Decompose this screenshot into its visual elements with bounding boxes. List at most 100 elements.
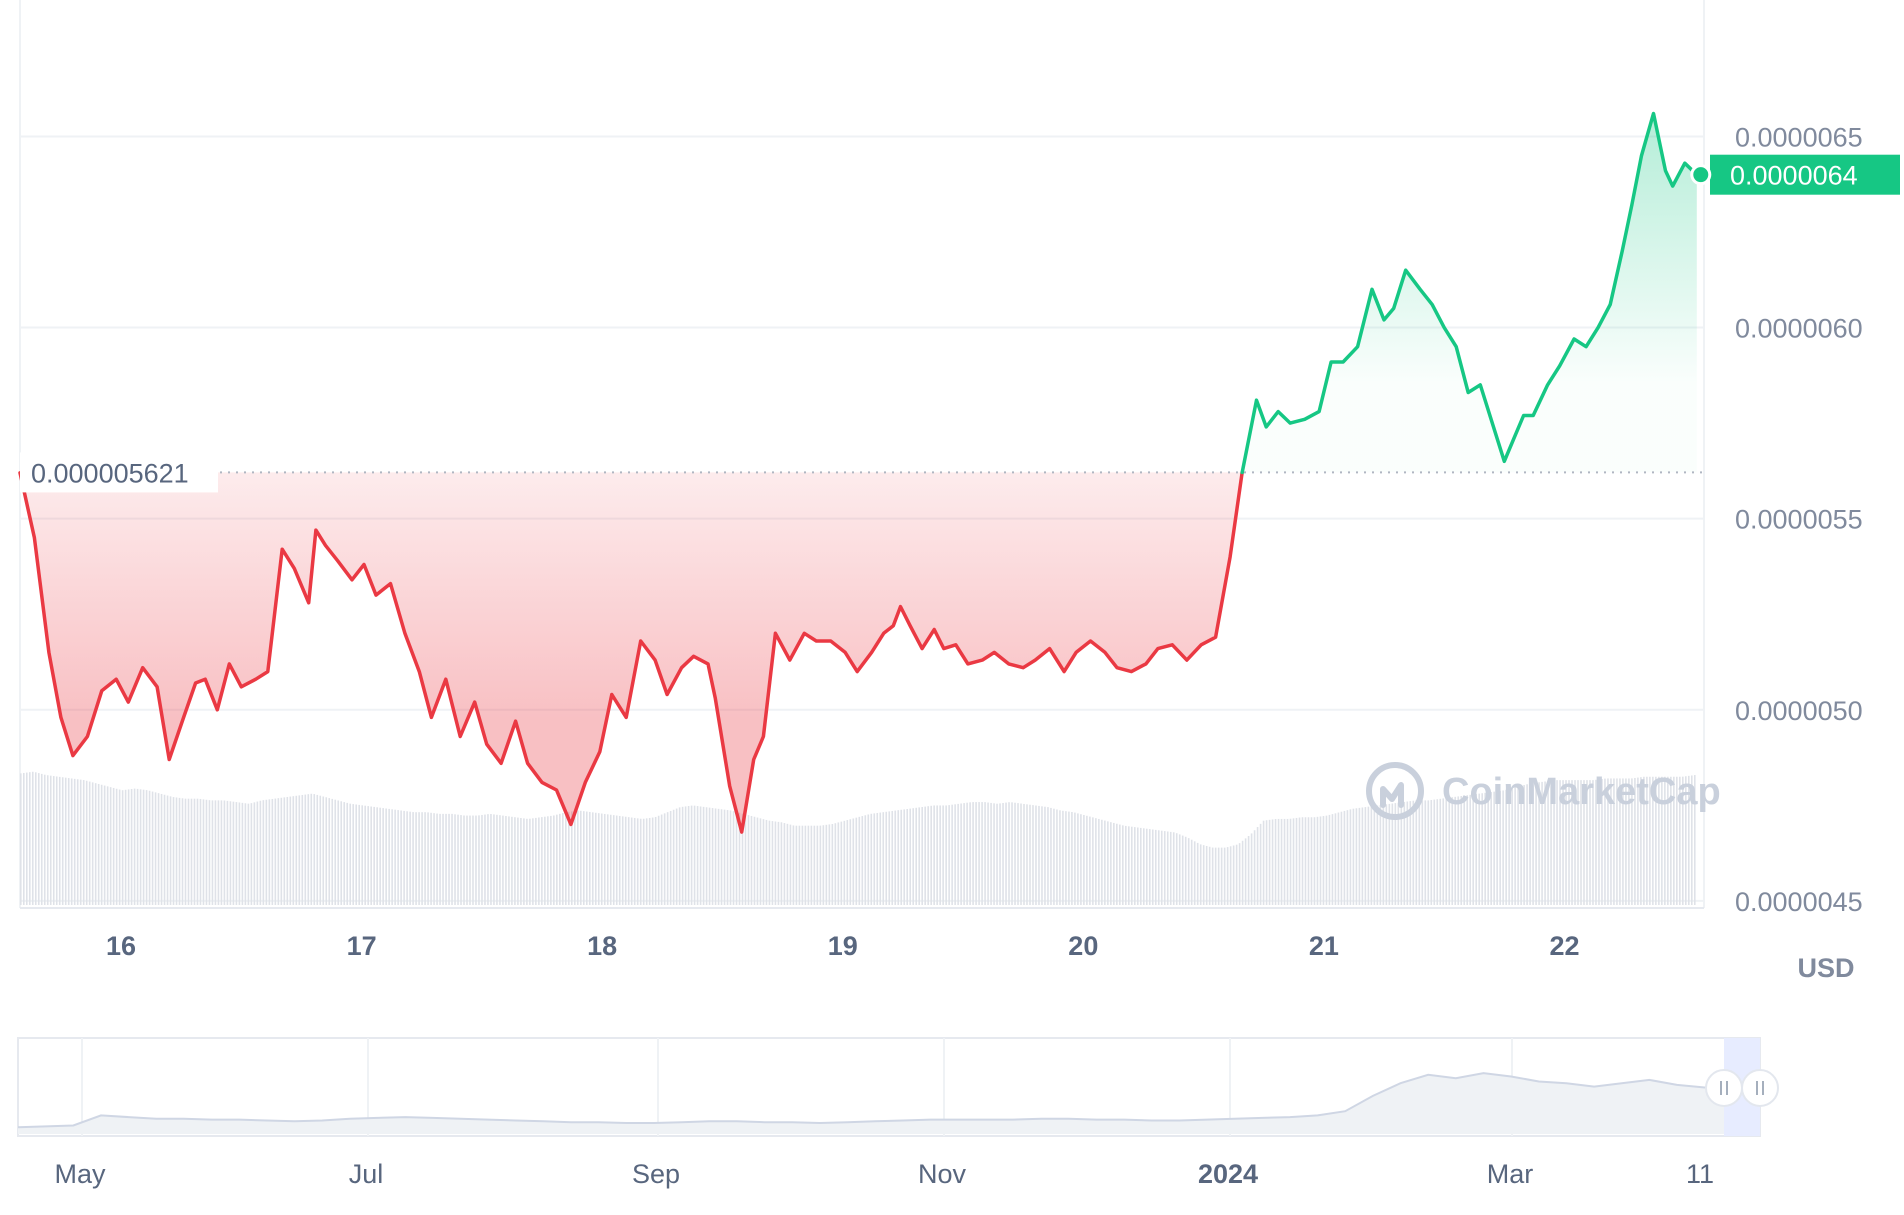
currency-label: USD [1797, 953, 1854, 983]
volume-bar [1229, 846, 1232, 905]
volume-bar [1409, 801, 1412, 905]
volume-bar [1244, 838, 1247, 905]
volume-bar [1625, 778, 1627, 905]
volume-bar [765, 819, 768, 905]
volume-bar [1676, 776, 1678, 905]
volume-bar [406, 811, 408, 905]
volume-bar [894, 810, 897, 905]
volume-bar [726, 810, 729, 905]
volume-bar [957, 803, 959, 905]
volume-bar [621, 816, 624, 905]
volume-bar [301, 794, 304, 905]
reference-price-label: 0.000005621 [20, 452, 218, 493]
volume-bar [1505, 789, 1507, 905]
volume-bar [1238, 843, 1241, 905]
volume-bar [211, 800, 214, 905]
volume-bar [1472, 794, 1474, 905]
volume-bar [1682, 776, 1684, 905]
volume-bar [1358, 807, 1361, 905]
volume-bar [1661, 776, 1663, 905]
volume-bar [819, 825, 822, 905]
volume-bar [538, 817, 540, 905]
volume-bar [295, 795, 298, 905]
navigator-left-handle[interactable] [1705, 1069, 1743, 1107]
volume-bar [1424, 800, 1427, 905]
volume-bar [756, 817, 759, 905]
volume-bar [747, 815, 750, 905]
volume-bar [801, 825, 804, 905]
volume-bar [1637, 777, 1639, 905]
navigator-handle-icon[interactable] [1741, 1069, 1779, 1107]
volume-bar [1541, 781, 1543, 905]
volume-bar [582, 811, 585, 905]
volume-bar [1691, 775, 1693, 905]
volume-bar [1688, 775, 1690, 905]
navigator-right-handle[interactable] [1741, 1069, 1779, 1107]
volume-bar [588, 811, 591, 905]
navigator-handle-icon[interactable] [1705, 1069, 1743, 1107]
volume-bar [1041, 806, 1043, 905]
volume-bar [822, 825, 825, 905]
volume-bar [798, 825, 801, 905]
volume-bar [289, 796, 292, 905]
volume-bar [235, 802, 238, 905]
volume-bar [1211, 847, 1214, 905]
volume-bar [220, 800, 223, 905]
volume-bar [262, 800, 265, 905]
volume-bar [532, 818, 534, 905]
volume-bar [1190, 839, 1193, 905]
volume-bar [1460, 796, 1463, 905]
volume-bar [1631, 778, 1633, 905]
volume-bar [786, 823, 789, 905]
volume-bar [738, 812, 741, 905]
volume-bar [1484, 792, 1486, 905]
volume-bar [861, 816, 864, 905]
volume-bar [313, 794, 316, 905]
volume-bar [187, 798, 190, 905]
volume-bar [427, 812, 429, 905]
volume-bar [286, 796, 289, 905]
volume-bar [1577, 780, 1579, 905]
volume-bar [837, 822, 840, 905]
volume-bar [1508, 789, 1510, 905]
volume-bar [1166, 831, 1169, 905]
volume-bar [600, 813, 603, 905]
volume-bar [1517, 786, 1519, 905]
volume-bar [996, 803, 998, 905]
volume-bar [810, 825, 813, 905]
volume-bar [1020, 803, 1022, 905]
navigator[interactable]: May Jul Sep Nov 2024 Mar 11 [17, 1037, 1779, 1189]
volume-bar [247, 803, 250, 905]
volume-bar [1334, 813, 1337, 905]
area-below-reference [20, 472, 1243, 833]
volume-bar [1406, 801, 1409, 905]
volume-bar [46, 775, 49, 905]
volume-bar [562, 813, 564, 905]
volume-bar [1586, 780, 1588, 905]
volume-bar [708, 807, 711, 905]
volume-bar [987, 802, 989, 905]
volume-bar [966, 802, 968, 905]
volume-bar [310, 793, 313, 905]
volume-bar [457, 814, 459, 905]
navigator-label: Sep [632, 1159, 680, 1189]
volume-bar [1433, 799, 1436, 905]
volume-bar [292, 796, 295, 905]
volume-bar [82, 780, 85, 905]
volume-bar [139, 789, 142, 905]
volume-bar [1059, 810, 1061, 905]
volume-bar [1421, 800, 1424, 905]
volume-bar [1187, 838, 1190, 905]
volume-bar [1619, 778, 1621, 905]
volume-bar [1322, 816, 1325, 905]
volume-bar [1529, 783, 1531, 905]
volume-bar [232, 801, 235, 905]
volume-bar [1256, 827, 1259, 905]
navigator-label: May [54, 1159, 106, 1189]
volume-bar [1349, 809, 1352, 905]
volume-bar [88, 781, 91, 905]
volume-bar [55, 776, 58, 905]
volume-bar [651, 817, 654, 905]
volume-bar [1337, 812, 1340, 905]
